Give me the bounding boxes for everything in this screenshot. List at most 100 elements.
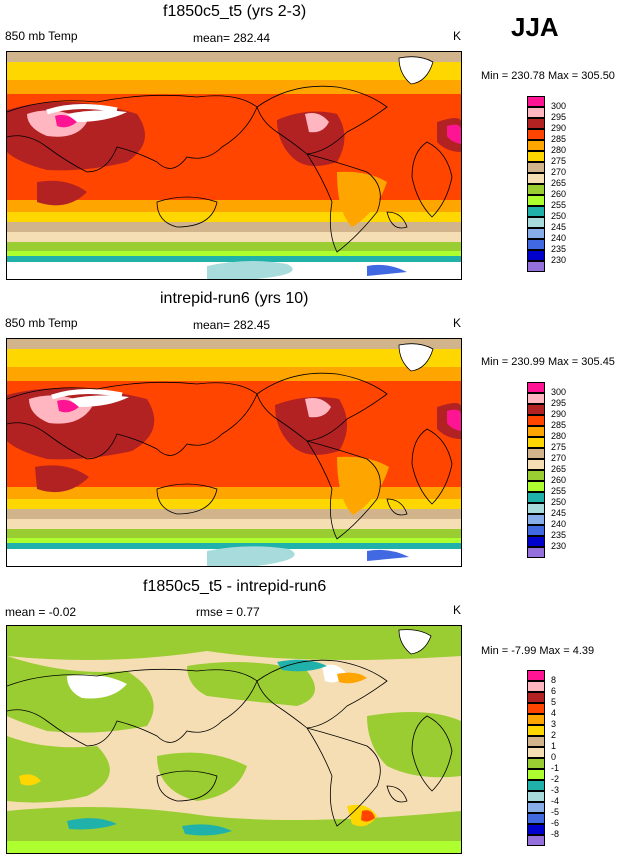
panel-2-legend-swatch <box>527 470 545 481</box>
panel-3-rmse-label: rmse = 0.77 <box>196 605 260 619</box>
panel-2-variable-label: 850 mb Temp <box>5 316 78 330</box>
panel-1-legend-label: 260 <box>551 189 567 199</box>
panel-3-legend-label: -4 <box>551 796 560 806</box>
panel-2-minmax: Min = 230.99 Max = 305.45 <box>481 356 615 368</box>
panel-3-difference-map <box>6 625 462 854</box>
panel-2-legend-label: 285 <box>551 420 567 430</box>
panel-1-temperature-map <box>6 51 462 280</box>
panel-1-legend-swatch <box>527 217 545 228</box>
panel-2-legend-swatch <box>527 393 545 404</box>
panel-2-legend-label: 260 <box>551 475 567 485</box>
panel-3-legend-swatch <box>527 835 545 846</box>
panel-1-legend-label: 295 <box>551 112 567 122</box>
panel-3-legend-swatch <box>527 681 545 692</box>
panel-1-variable-label: 850 mb Temp <box>5 29 78 43</box>
panel-2-mean-label: mean= 282.45 <box>193 318 271 332</box>
panel-1-units-label: K <box>453 29 462 43</box>
panel-1-legend-label: 280 <box>551 145 567 155</box>
panel-1-legend-swatch <box>527 239 545 250</box>
panel-2-map-canvas <box>7 339 461 566</box>
panel-2-units-label: K <box>453 316 462 330</box>
panel-1-legend-label: 285 <box>551 134 567 144</box>
panel-1-legend-swatch <box>527 173 545 184</box>
panel-2-legend-label: 280 <box>551 431 567 441</box>
panel-2-legend-label: 270 <box>551 453 567 463</box>
panel-3-legend-label: 3 <box>551 719 557 729</box>
panel-2-legend-swatch <box>527 492 545 503</box>
panel-2-legend-label: 300 <box>551 387 567 397</box>
panel-2-legend-label: 240 <box>551 519 567 529</box>
panel-3-legend-label: -5 <box>551 807 560 817</box>
panel-2-legend-label: 295 <box>551 398 567 408</box>
panel-3-legend-label: 4 <box>551 708 557 718</box>
panel-3-legend-swatch <box>527 692 545 703</box>
panel-2-legend-swatch <box>527 536 545 547</box>
panel-3-legend-label: -6 <box>551 818 560 828</box>
panel-3-legend-swatch <box>527 670 545 681</box>
panel-2-legend-label: 235 <box>551 530 567 540</box>
panel-3-legend-label: 8 <box>551 675 557 685</box>
panel-1-legend-swatch <box>527 250 545 261</box>
panel-2-legend-label: 275 <box>551 442 567 452</box>
panel-3-legend-label: -3 <box>551 785 560 795</box>
panel-2-legend-swatch <box>527 547 545 558</box>
panel-1-legend-swatch <box>527 162 545 173</box>
panel-1-legend-label: 255 <box>551 200 567 210</box>
panel-3-minmax: Min = -7.99 Max = 4.39 <box>481 645 595 657</box>
panel-1-legend-label: 235 <box>551 244 567 254</box>
panel-1-title: f1850c5_t5 (yrs 2-3) <box>163 3 307 20</box>
panel-1-legend-label: 290 <box>551 123 567 133</box>
panel-1-legend-swatch <box>527 195 545 206</box>
panel-2-legend-swatch <box>527 448 545 459</box>
panel-1-legend-swatch <box>527 228 545 239</box>
panel-2-legend-swatch <box>527 426 545 437</box>
panel-3-legend-label: -1 <box>551 763 560 773</box>
panel-2-legend-swatch <box>527 382 545 393</box>
panel-1-legend-label: 270 <box>551 167 567 177</box>
panel-1-legend-swatch <box>527 261 545 272</box>
panel-1-legend-label: 265 <box>551 178 567 188</box>
panel-3-units-label: K <box>453 603 462 617</box>
panel-3-legend-swatch <box>527 758 545 769</box>
panel-3-legend-label: 2 <box>551 730 557 740</box>
panel-3-legend-swatch <box>527 725 545 736</box>
panel-2-legend-label: 290 <box>551 409 567 419</box>
panel-2-legend-swatch <box>527 459 545 470</box>
panel-2-legend-swatch <box>527 525 545 536</box>
panel-1-legend-swatch <box>527 140 545 151</box>
panel-2-legend-swatch <box>527 437 545 448</box>
panel-1-legend-swatch <box>527 96 545 107</box>
panel-1-minmax: Min = 230.78 Max = 305.50 <box>481 70 615 82</box>
panel-2-legend-swatch <box>527 404 545 415</box>
panel-1-legend-swatch <box>527 151 545 162</box>
panel-3-legend-swatch <box>527 824 545 835</box>
panel-3-mean-label: mean = -0.02 <box>5 605 77 619</box>
panel-3-title: f1850c5_t5 - intrepid-run6 <box>143 578 327 595</box>
panel-2-legend-label: 255 <box>551 486 567 496</box>
panel-1-legend-swatch <box>527 118 545 129</box>
panel-1-legend-label: 230 <box>551 255 567 265</box>
panel-1-legend-label: 250 <box>551 211 567 221</box>
panel-1-legend-label: 275 <box>551 156 567 166</box>
panel-2-legend-label: 265 <box>551 464 567 474</box>
panel-1-legend-swatch <box>527 129 545 140</box>
panel-1-legend-label: 240 <box>551 233 567 243</box>
panel-1-legend-swatch <box>527 206 545 217</box>
panel-2-legend-swatch <box>527 503 545 514</box>
panel-3-legend-swatch <box>527 791 545 802</box>
panel-3-legend-label: -8 <box>551 829 560 839</box>
panel-2-legend-label: 245 <box>551 508 567 518</box>
panel-2-title: intrepid-run6 (yrs 10) <box>160 290 309 307</box>
panel-3-legend-label: 1 <box>551 741 557 751</box>
panel-3-legend-label: 6 <box>551 686 557 696</box>
panel-3-legend-swatch <box>527 714 545 725</box>
panel-1-legend-label: 245 <box>551 222 567 232</box>
panel-3-legend-label: 0 <box>551 752 557 762</box>
panel-1-legend-swatch <box>527 184 545 195</box>
panel-1-legend-label: 300 <box>551 101 567 111</box>
panel-2-legend-swatch <box>527 481 545 492</box>
panel-2-legend-swatch <box>527 415 545 426</box>
panel-1-legend-swatch <box>527 107 545 118</box>
panel-3-legend-swatch <box>527 813 545 824</box>
panel-1-mean-label: mean= 282.44 <box>193 31 271 45</box>
